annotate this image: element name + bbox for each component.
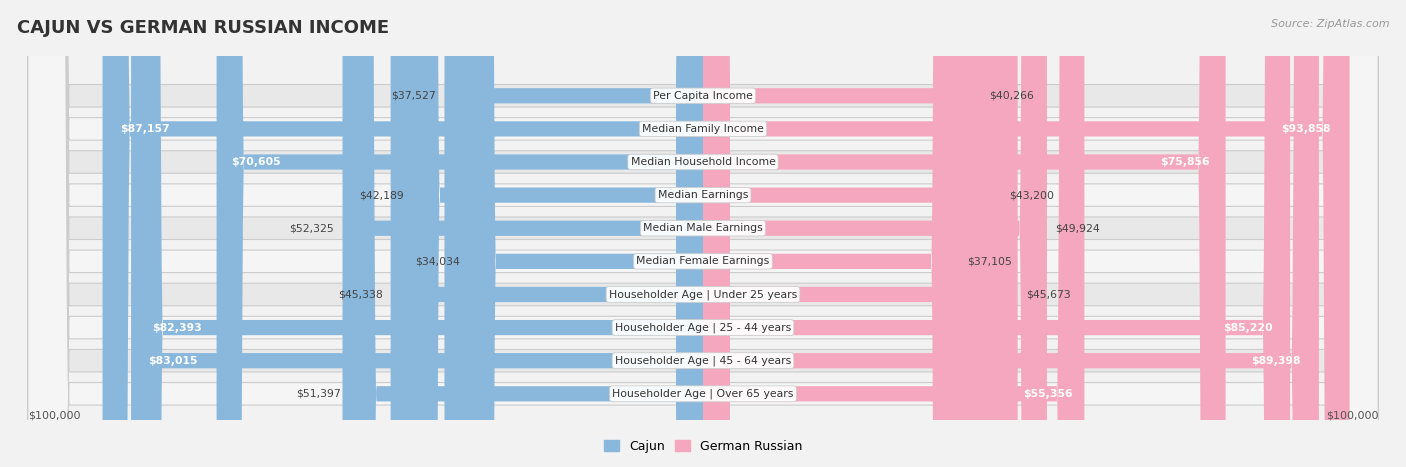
FancyBboxPatch shape	[28, 0, 1378, 467]
Legend: Cajun, German Russian: Cajun, German Russian	[599, 435, 807, 458]
Text: $49,924: $49,924	[1056, 223, 1099, 233]
FancyBboxPatch shape	[131, 0, 703, 467]
Text: Median Earnings: Median Earnings	[658, 190, 748, 200]
FancyBboxPatch shape	[135, 0, 703, 467]
Text: Householder Age | Under 25 years: Householder Age | Under 25 years	[609, 289, 797, 300]
Text: Median Family Income: Median Family Income	[643, 124, 763, 134]
FancyBboxPatch shape	[703, 0, 1291, 467]
Text: $34,034: $34,034	[415, 256, 460, 266]
FancyBboxPatch shape	[703, 0, 1226, 467]
Text: Per Capita Income: Per Capita Income	[652, 91, 754, 101]
Text: Householder Age | Over 65 years: Householder Age | Over 65 years	[612, 389, 794, 399]
Text: Householder Age | 45 - 64 years: Householder Age | 45 - 64 years	[614, 355, 792, 366]
Text: $55,356: $55,356	[1024, 389, 1073, 399]
FancyBboxPatch shape	[28, 0, 1378, 467]
Text: CAJUN VS GERMAN RUSSIAN INCOME: CAJUN VS GERMAN RUSSIAN INCOME	[17, 19, 389, 37]
FancyBboxPatch shape	[703, 0, 1084, 467]
FancyBboxPatch shape	[703, 0, 980, 467]
Text: $42,189: $42,189	[360, 190, 404, 200]
Text: $40,266: $40,266	[988, 91, 1033, 101]
FancyBboxPatch shape	[391, 0, 703, 467]
FancyBboxPatch shape	[28, 0, 1378, 467]
FancyBboxPatch shape	[28, 0, 1378, 467]
FancyBboxPatch shape	[217, 0, 703, 467]
Text: $45,338: $45,338	[337, 290, 382, 299]
Text: Median Household Income: Median Household Income	[630, 157, 776, 167]
Text: $43,200: $43,200	[1010, 190, 1054, 200]
FancyBboxPatch shape	[703, 0, 959, 467]
Text: $87,157: $87,157	[121, 124, 170, 134]
Text: $85,220: $85,220	[1223, 323, 1272, 333]
Text: $52,325: $52,325	[290, 223, 335, 233]
Text: $37,105: $37,105	[967, 256, 1012, 266]
FancyBboxPatch shape	[28, 0, 1378, 467]
Text: $51,397: $51,397	[295, 389, 340, 399]
Text: Median Female Earnings: Median Female Earnings	[637, 256, 769, 266]
Text: $83,015: $83,015	[148, 356, 198, 366]
FancyBboxPatch shape	[703, 0, 1047, 467]
FancyBboxPatch shape	[703, 0, 1319, 467]
FancyBboxPatch shape	[703, 0, 1001, 467]
Text: $100,000: $100,000	[1326, 410, 1378, 420]
Text: $100,000: $100,000	[28, 410, 80, 420]
FancyBboxPatch shape	[28, 0, 1378, 467]
Text: $93,858: $93,858	[1281, 124, 1330, 134]
FancyBboxPatch shape	[28, 0, 1378, 467]
Text: Source: ZipAtlas.com: Source: ZipAtlas.com	[1271, 19, 1389, 28]
FancyBboxPatch shape	[28, 0, 1378, 467]
FancyBboxPatch shape	[103, 0, 703, 467]
Text: $45,673: $45,673	[1026, 290, 1071, 299]
Text: $89,398: $89,398	[1251, 356, 1301, 366]
Text: $82,393: $82,393	[152, 323, 202, 333]
FancyBboxPatch shape	[703, 0, 1350, 467]
Text: Householder Age | 25 - 44 years: Householder Age | 25 - 44 years	[614, 322, 792, 333]
FancyBboxPatch shape	[468, 0, 703, 467]
FancyBboxPatch shape	[343, 0, 703, 467]
Text: Median Male Earnings: Median Male Earnings	[643, 223, 763, 233]
Text: $75,856: $75,856	[1160, 157, 1211, 167]
Text: $37,527: $37,527	[391, 91, 436, 101]
FancyBboxPatch shape	[349, 0, 703, 467]
FancyBboxPatch shape	[703, 0, 1018, 467]
FancyBboxPatch shape	[28, 0, 1378, 467]
FancyBboxPatch shape	[412, 0, 703, 467]
FancyBboxPatch shape	[444, 0, 703, 467]
Text: $70,605: $70,605	[231, 157, 281, 167]
FancyBboxPatch shape	[28, 0, 1378, 467]
